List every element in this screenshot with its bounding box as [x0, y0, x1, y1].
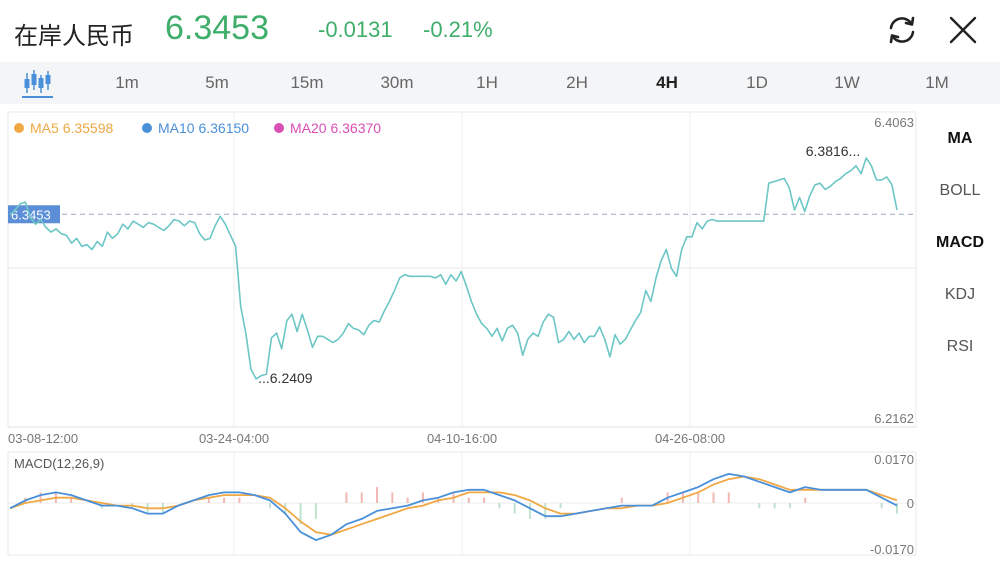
tab-15m[interactable]: 15m [290, 73, 324, 92]
macd-title: MACD(12,26,9) [14, 456, 104, 471]
low-annotation: ...6.2409 [258, 370, 313, 386]
tab-2h[interactable]: 2H [566, 73, 588, 92]
refresh-icon [889, 16, 915, 44]
x-tick-label: 04-10-16:00 [427, 431, 497, 446]
macd-dea-line [9, 475, 898, 536]
macd-min-label: -0.0170 [870, 542, 914, 557]
price-change-percent: -0.21% [423, 17, 493, 42]
tab-1m[interactable]: 1m [115, 73, 139, 92]
legend-ma20: MA20 6.36370 [290, 120, 381, 136]
refresh-button[interactable] [884, 12, 920, 48]
close-icon [949, 16, 977, 44]
indicator-boll[interactable]: BOLL [939, 182, 981, 199]
x-tick-label: 03-08-12:00 [8, 431, 78, 446]
indicator-rsi[interactable]: RSI [946, 338, 974, 355]
current-price: 6.3453 [165, 9, 269, 47]
x-tick-label: 03-24-04:00 [199, 431, 269, 446]
tab-1m[interactable]: 1M [925, 73, 949, 92]
indicator-ma[interactable]: MA [947, 130, 973, 147]
close-button[interactable] [945, 12, 981, 48]
tab-1w[interactable]: 1W [834, 73, 860, 92]
y-max-label: 6.4063 [874, 115, 914, 130]
price-line [9, 157, 898, 380]
indicator-kdj[interactable]: KDJ [944, 286, 976, 303]
period-tabs: 1m 5m 15m 30m 1H 2H 4H 1D 1W 1M [0, 62, 1000, 104]
tab-5m[interactable]: 5m [205, 73, 229, 92]
tab-1d[interactable]: 1D [746, 73, 768, 92]
macd-zero-label: 0 [907, 496, 914, 511]
header-bar: 在岸人民币 6.3453 -0.0131 -0.21% [0, 0, 1000, 62]
instrument-title: 在岸人民币 [14, 23, 134, 50]
current-price-tag-label: 6.3453 [11, 207, 51, 222]
legend-dot-ma20 [274, 123, 284, 133]
tab-1h[interactable]: 1H [476, 73, 498, 92]
indicator-macd[interactable]: MACD [936, 234, 984, 251]
legend-dot-ma5 [14, 123, 24, 133]
legend-dot-ma10 [142, 123, 152, 133]
y-min-label: 6.2162 [874, 411, 914, 426]
tab-4h[interactable]: 4H [656, 73, 678, 92]
current-price-tag [8, 205, 60, 224]
tab-30m[interactable]: 30m [380, 73, 414, 92]
macd-dif-line [9, 472, 898, 541]
high-annotation: 6.3816... [806, 143, 861, 159]
candlestick-icon [22, 70, 53, 98]
legend-ma5: MA5 6.35598 [30, 120, 114, 136]
candlestick-toggle-button[interactable] [20, 66, 54, 100]
legend-ma10: MA10 6.36150 [158, 120, 249, 136]
macd-max-label: 0.0170 [874, 452, 914, 467]
price-change: -0.0131 [318, 17, 393, 42]
x-tick-label: 04-26-08:00 [655, 431, 725, 446]
